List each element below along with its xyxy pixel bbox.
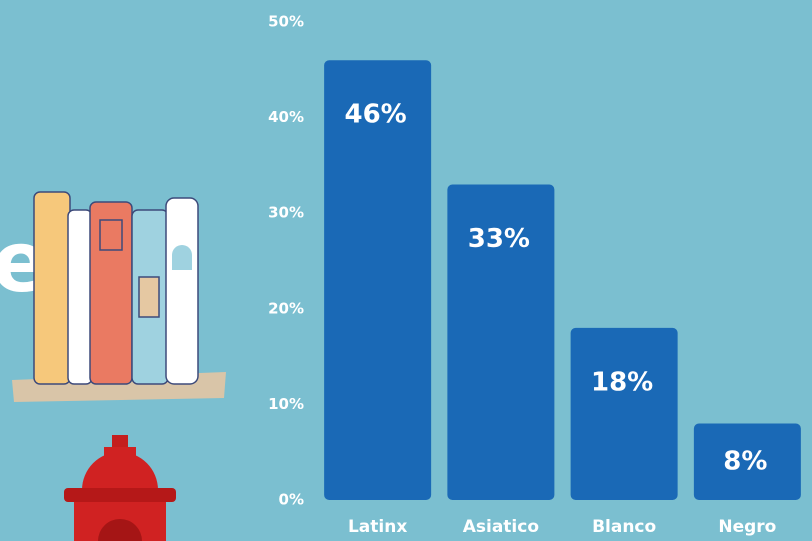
value-label: 18% (591, 367, 653, 397)
value-label: 46% (345, 100, 407, 130)
x-tick-label: Asiatico (463, 517, 539, 537)
x-tick-label: Negro (718, 517, 776, 537)
value-label: 8% (723, 446, 767, 476)
books-illustration (12, 191, 226, 402)
hydrant-illustration (64, 435, 176, 541)
y-tick-label: 0% (279, 491, 304, 509)
bar (693, 423, 801, 500)
x-tick-label: Blanco (592, 517, 656, 537)
y-tick-label: 10% (268, 395, 304, 413)
bar (570, 327, 678, 500)
value-label: 33% (468, 224, 530, 254)
bar (324, 60, 432, 501)
y-tick-label: 50% (268, 13, 304, 31)
y-tick-label: 40% (268, 108, 304, 126)
y-tick-label: 30% (268, 204, 304, 222)
x-tick-label: Latinx (348, 517, 407, 537)
y-tick-label: 20% (268, 299, 304, 317)
bar (447, 184, 555, 500)
